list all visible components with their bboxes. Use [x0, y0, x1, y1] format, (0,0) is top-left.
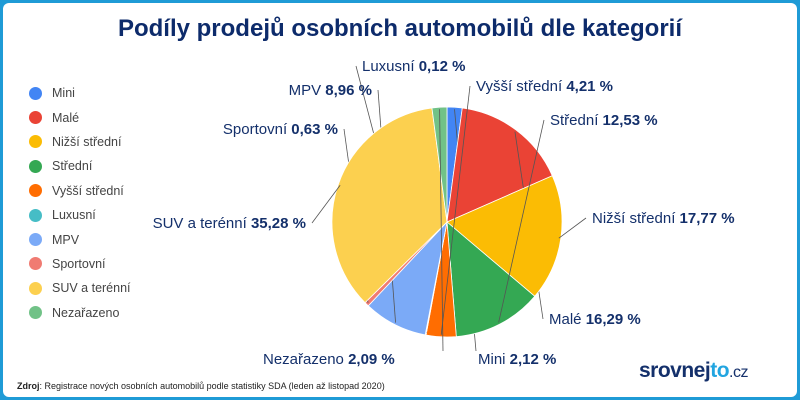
legend-label: SUV a terénní	[52, 281, 131, 296]
chart-title: Podíly prodejů osobních automobilů dle k…	[117, 15, 683, 42]
legend-label: Malé	[52, 110, 80, 125]
brand-accent: to	[710, 359, 730, 382]
slice-label: Mini 2,12 %	[478, 351, 556, 368]
legend-label: Mini	[52, 86, 75, 101]
legend-item: Mini	[29, 81, 131, 105]
slice-label-value: 2,09 %	[348, 351, 395, 368]
slice-label: Vyšší střední 4,21 %	[476, 78, 613, 95]
slice-label-value: 0,12 %	[419, 58, 466, 75]
slice-label-name: Luxusní	[362, 58, 419, 75]
slice-label-name: Nižší střední	[592, 210, 680, 227]
slice-label-name: Nezařazeno	[263, 351, 348, 368]
slice-label-value: 0,63 %	[291, 121, 338, 138]
legend-item: Nižší střední	[29, 130, 131, 154]
slice-label-name: Střední	[550, 112, 603, 129]
legend-label: Střední	[52, 159, 93, 174]
legend-swatch	[29, 208, 42, 222]
slice-label: MPV 8,96 %	[289, 82, 372, 99]
legend-swatch	[29, 184, 42, 198]
slice-label-value: 17,77 %	[680, 210, 735, 227]
slice-label: Luxusní 0,12 %	[362, 58, 465, 75]
slice-label: Malé 16,29 %	[549, 311, 641, 328]
legend-label: Sportovní	[52, 256, 106, 271]
legend-item: MPV	[29, 227, 131, 251]
brand-logo: srovnejto.cz	[639, 359, 748, 383]
pie-slice	[446, 175, 563, 297]
chart-frame: Podíly prodejů osobních automobilů dle k…	[3, 3, 797, 397]
legend-item: SUV a terénní	[29, 276, 131, 300]
leader-line	[440, 85, 471, 335]
slice-label-value: 8,96 %	[325, 82, 372, 99]
leader-line	[439, 109, 444, 352]
leader-line	[498, 119, 545, 323]
slice-label-value: 4,21 %	[566, 78, 613, 95]
slice-label: Nižší střední 17,77 %	[592, 210, 735, 227]
slice-label-name: Malé	[549, 311, 586, 328]
pie-chart: Mini 2,12 % Malé 16,29 % Nižší střední 17,…	[153, 58, 735, 368]
slice-label-value: 12,53 %	[603, 112, 658, 129]
legend-swatch	[29, 135, 42, 149]
slice-label-name: Mini	[478, 351, 510, 368]
slice-label: Nezařazeno 2,09 %	[263, 351, 395, 368]
source-text: : Registrace nových osobních automobilů …	[39, 381, 385, 391]
brand-tld: .cz	[729, 364, 748, 381]
leader-line	[311, 185, 341, 224]
source-label: Zdroj	[17, 381, 40, 391]
slice-label: SUV a terénní 35,28 %	[153, 215, 306, 232]
legend-item: Vyšší střední	[29, 179, 131, 203]
legend-item: Nezařazeno	[29, 301, 131, 325]
legend-item: Sportovní	[29, 252, 131, 276]
slice-label-name: SUV a terénní	[153, 215, 251, 232]
slice-label-name: Sportovní	[223, 121, 291, 138]
slice-label: Střední 12,53 %	[550, 112, 658, 129]
legend-item: Malé	[29, 105, 131, 129]
legend-swatch	[29, 111, 42, 125]
pie-slice	[431, 106, 448, 223]
legend-item: Střední	[29, 154, 131, 178]
legend-label: Nižší střední	[52, 134, 122, 149]
legend-label: Luxusní	[52, 208, 96, 223]
legend-swatch	[29, 159, 42, 173]
pie-slice	[446, 107, 553, 223]
slice-label-value: 16,29 %	[586, 311, 641, 328]
legend-swatch	[29, 257, 42, 271]
legend-item: Luxusní	[29, 203, 131, 227]
legend: Mini Malé Nižší střední Střední Vyšší středn…	[29, 81, 131, 325]
source-note: Zdroj: Registrace nových osobních automo…	[17, 381, 385, 391]
legend-label: Nezařazeno	[52, 305, 120, 320]
pie-slice	[331, 107, 448, 304]
slice-label-value: 2,12 %	[510, 351, 557, 368]
slice-label: Sportovní 0,63 %	[223, 121, 338, 138]
leader-line	[558, 217, 587, 239]
legend-swatch	[29, 86, 42, 100]
legend-swatch	[29, 306, 42, 320]
slice-label-value: 35,28 %	[251, 215, 306, 232]
legend-swatch	[29, 281, 42, 295]
legend-label: MPV	[52, 232, 80, 247]
legend-swatch	[29, 233, 42, 247]
slice-label-name: MPV	[289, 82, 326, 99]
slice-label-name: Vyšší střední	[476, 78, 566, 95]
brand-name: srovnej	[639, 359, 711, 382]
pie-slice	[446, 221, 536, 338]
legend-label: Vyšší střední	[52, 183, 124, 198]
